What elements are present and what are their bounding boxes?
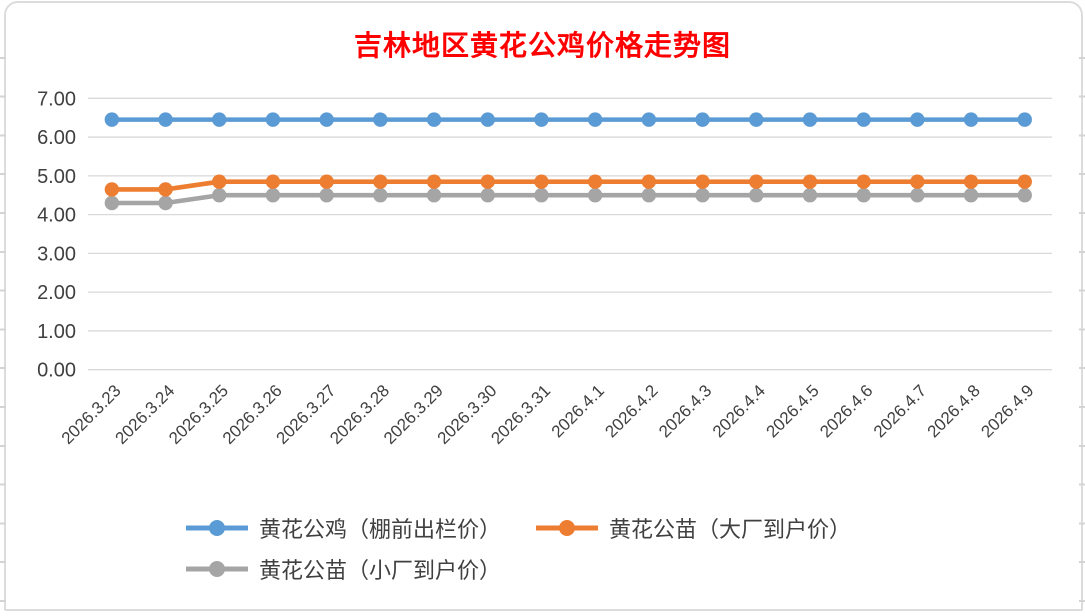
y-axis-tick-label: 7.00	[37, 88, 76, 110]
data-point	[587, 188, 603, 203]
data-point	[104, 112, 120, 127]
y-axis-tick-label: 1.00	[37, 321, 76, 343]
data-point	[587, 174, 603, 189]
data-point	[963, 174, 979, 189]
data-point	[158, 195, 173, 211]
legend-label: 黄花公苗（小厂到户价）	[259, 559, 502, 584]
series-2	[104, 188, 1032, 211]
data-point	[910, 188, 925, 203]
data-point	[802, 174, 818, 189]
data-point	[319, 188, 334, 203]
chart-legend: 黄花公鸡（棚前出栏价） 黄花公苗（大厂到户价） 黄花公苗（小厂到户价）	[185, 512, 965, 585]
legend-item-1: 黄花公苗（大厂到户价）	[535, 512, 851, 544]
x-axis-tick-label: 2026.4.5	[763, 381, 823, 441]
series-line	[109, 192, 1028, 206]
data-point	[373, 188, 388, 203]
data-point	[1017, 174, 1032, 189]
data-point	[695, 112, 710, 127]
data-point	[104, 195, 120, 211]
data-point	[104, 182, 120, 197]
x-axis-tick-label: 2026.4.6	[816, 381, 876, 441]
data-point	[426, 188, 442, 203]
data-point	[212, 188, 227, 203]
data-point	[480, 188, 495, 203]
legend-marker-icon	[536, 520, 599, 536]
y-axis-tick-label: 5.00	[37, 166, 76, 188]
legend-marker-icon	[186, 520, 248, 536]
data-point	[963, 188, 979, 203]
data-point	[910, 112, 925, 127]
spreadsheet-row-lines-right	[1079, 20, 1085, 616]
series-line	[109, 179, 1028, 192]
data-point	[963, 112, 979, 127]
legend-item-2: 黄花公苗（小厂到户价）	[185, 553, 501, 585]
data-point	[1017, 112, 1032, 127]
x-axis-tick-label: 2026.4.1	[548, 381, 608, 441]
data-point	[749, 188, 764, 203]
y-axis-tick-label: 3.00	[37, 243, 76, 265]
legend-item-0: 黄花公鸡（棚前出栏价）	[185, 512, 501, 544]
data-point	[802, 188, 818, 203]
data-point	[856, 188, 871, 203]
data-point	[265, 188, 281, 203]
x-axis-tick-label: 2026.4.8	[924, 381, 984, 441]
series-0	[104, 112, 1032, 127]
data-point	[856, 112, 871, 127]
data-point	[373, 112, 388, 127]
data-point	[856, 174, 871, 189]
legend-label: 黄花公苗（大厂到户价）	[609, 518, 852, 543]
y-axis-tick-label: 2.00	[37, 282, 76, 304]
x-axis-tick-label: 2026.4.3	[655, 381, 715, 441]
data-point	[749, 112, 764, 127]
data-point	[319, 174, 334, 189]
data-point	[158, 182, 173, 197]
data-point	[212, 112, 227, 127]
data-point	[534, 174, 549, 189]
x-axis-tick-label: 2026.4.4	[709, 381, 769, 441]
data-point	[426, 174, 442, 189]
data-point	[534, 188, 549, 203]
data-point	[480, 112, 495, 127]
data-point	[158, 112, 173, 127]
data-point	[480, 174, 495, 189]
data-point	[373, 174, 388, 189]
data-point	[695, 188, 710, 203]
data-point	[641, 112, 657, 127]
data-point	[426, 112, 442, 127]
data-point	[265, 174, 281, 189]
legend-label: 黄花公鸡（棚前出栏价）	[259, 518, 502, 543]
x-axis-tick-label: 2026.4.7	[870, 381, 930, 441]
data-point	[1017, 188, 1032, 203]
data-point	[910, 174, 925, 189]
data-point	[641, 188, 657, 203]
data-point	[534, 112, 549, 127]
data-point	[265, 112, 281, 127]
series-1	[104, 174, 1032, 197]
y-axis-tick-label: 4.00	[37, 205, 76, 227]
data-point	[802, 112, 818, 127]
data-point	[212, 174, 227, 189]
y-axis-tick-label: 6.00	[37, 127, 76, 149]
data-point	[641, 174, 657, 189]
chart-title: 吉林地区黄花公鸡价格走势图	[353, 29, 731, 62]
data-point	[319, 112, 334, 127]
data-point	[695, 174, 710, 189]
data-point	[587, 112, 603, 127]
data-point	[749, 174, 764, 189]
y-axis-tick-label: 0.00	[37, 360, 76, 382]
x-axis-tick-label: 2026.4.2	[601, 381, 661, 441]
x-axis-tick-label: 2026.4.9	[977, 381, 1037, 441]
spreadsheet-row-lines-left	[0, 20, 6, 616]
plot-area: 0.001.002.003.004.005.006.007.002026.3.2…	[37, 88, 1052, 448]
x-axis-tick-label: 2026.3.31	[487, 381, 554, 448]
legend-marker-icon	[186, 561, 248, 577]
